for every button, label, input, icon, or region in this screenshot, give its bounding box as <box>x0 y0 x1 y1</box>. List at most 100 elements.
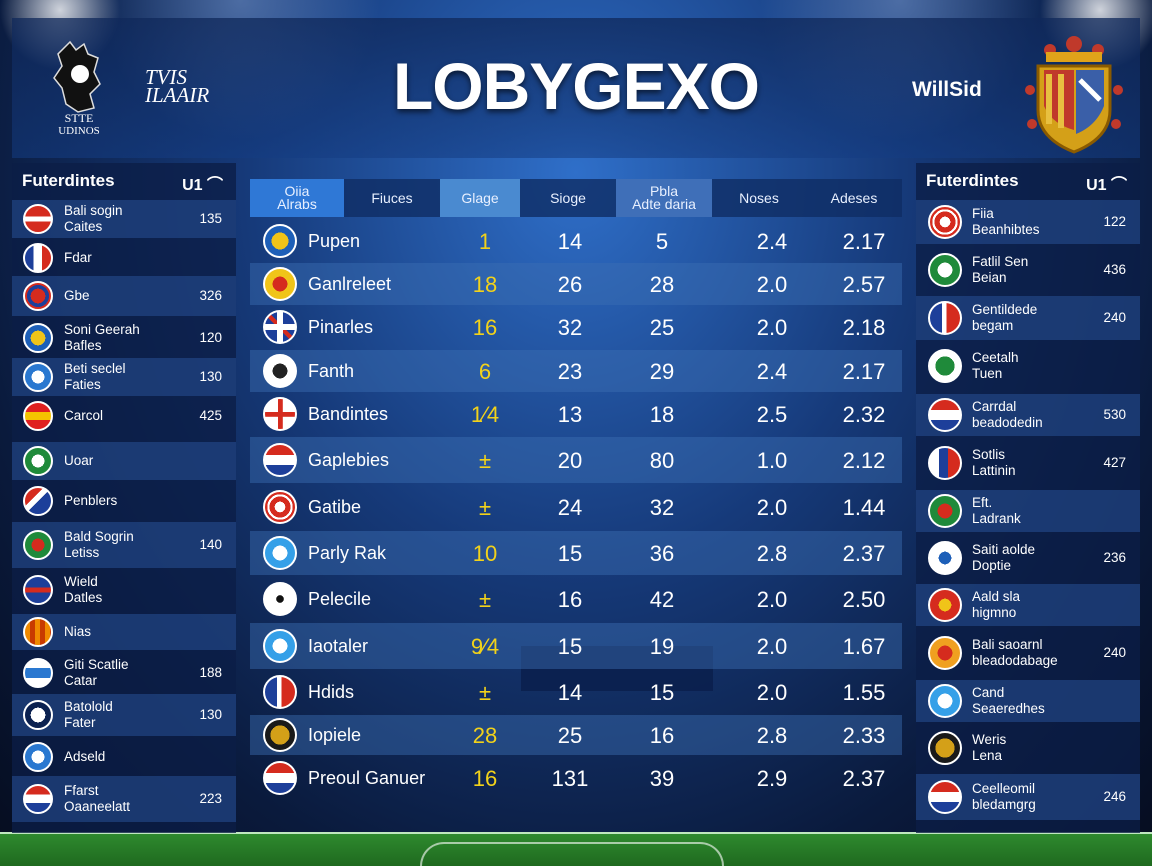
stat-cell-c2: 24 <box>557 494 583 520</box>
right-panel-value: 530 <box>1103 407 1126 422</box>
stat-cell-c1: ± <box>478 679 492 705</box>
team-badge-icon <box>263 629 297 663</box>
right-panel-team-name: Saiti aolde Doptie <box>972 542 1036 573</box>
team-badge-icon <box>23 281 53 311</box>
left-panel-team-name: Adseld <box>64 749 106 764</box>
stat-cell-c5: 2.50 <box>842 586 886 612</box>
stat-cell-c3: 42 <box>649 586 675 612</box>
left-panel-row[interactable]: Wield Datles <box>12 568 236 612</box>
left-panel-toggle[interactable]: U1 ⌒ <box>182 177 223 194</box>
table-row[interactable]: Iaotaler 9⁄4 15 19 2.0 1.67 <box>250 623 902 669</box>
left-panel-row[interactable]: Uoar <box>12 442 236 480</box>
stat-cell-c4: 2.0 <box>756 679 788 705</box>
column-header[interactable]: Oiia Alrabs <box>250 179 344 217</box>
column-header[interactable]: Fiuces <box>371 189 413 206</box>
table-row[interactable]: Pupen 1 14 5 2.4 2.17 <box>250 220 902 262</box>
table-row[interactable]: Iopiele 28 25 16 2.8 2.33 <box>250 715 902 755</box>
left-panel-row[interactable]: Carcol 425 <box>12 398 236 434</box>
left-panel-row[interactable]: Bali sogin Caites 135 <box>12 200 236 238</box>
right-panel-row[interactable]: Fatlil Sen Beian 436 <box>916 248 1140 292</box>
right-panel-row[interactable]: Aald sla higmno <box>916 584 1140 626</box>
right-panel-row[interactable]: Ceelleomil bledamgrg 246 <box>916 774 1140 820</box>
left-panel-row[interactable]: Ffarst Oaaneelatt 223 <box>12 776 236 822</box>
stat-cell-c1: ± <box>478 494 492 520</box>
stat-cell-c1: 1⁄4 <box>470 401 500 427</box>
right-brand: WillSid <box>912 78 982 101</box>
left-panel-row[interactable]: Bald Sogrin Letiss 140 <box>12 522 236 568</box>
team-badge-icon <box>928 301 962 335</box>
stat-cell-c3: 32 <box>649 494 675 520</box>
right-standings-panel: Futerdintes U1 ⌒ Fiia Beanhibtes 122 Fatli… <box>916 163 1140 833</box>
table-row[interactable]: Ganlreleet 18 26 28 2.0 2.57 <box>250 263 902 305</box>
table-row[interactable]: Pelecile ±16 42 2.0 2.50 <box>250 577 902 621</box>
right-panel-value: 240 <box>1103 645 1126 660</box>
column-header[interactable]: Adeses <box>830 189 878 206</box>
table-row[interactable]: Preoul Ganuer 16 131 39 2.9 2.37 <box>250 757 902 799</box>
table-row[interactable]: Hdids ±14 15 2.0 1.55 <box>250 671 902 713</box>
stat-cell-c3: 80 <box>649 447 675 473</box>
stat-cell-c4: 2.8 <box>756 540 788 566</box>
left-panel-row[interactable]: Batolold Fater 130 <box>12 694 236 736</box>
right-panel-row[interactable]: Saiti aolde Doptie 236 <box>916 536 1140 580</box>
left-panel-value: 223 <box>199 791 222 806</box>
left-standings-panel: Futerdintes U1 ⌒ Bali sogin Caites 135 Fda… <box>12 163 236 833</box>
left-panel-row[interactable]: Adseld <box>12 738 236 776</box>
right-panel-row[interactable]: Gentildede begam 240 <box>916 296 1140 340</box>
column-header[interactable]: Pbla Adte daria <box>616 179 712 217</box>
table-row[interactable]: Gatibe ±24 32 2.0 1.44 <box>250 485 902 529</box>
team-badge-icon <box>23 658 53 688</box>
left-panel-team-name: Carcol <box>64 408 104 423</box>
right-panel-team-name: Sotlis Lattinin <box>972 447 1016 478</box>
right-panel-team-name: Carrdal beadodedin <box>972 399 1043 430</box>
team-badge-icon <box>263 354 297 388</box>
left-panel-row[interactable]: Beti seclel Faties 130 <box>12 358 236 396</box>
table-row[interactable]: Bandintes 1⁄4 13 18 2.5 2.32 <box>250 393 902 435</box>
right-panel-toggle[interactable]: U1 ⌒ <box>1086 177 1127 194</box>
column-header[interactable]: Sioge <box>550 189 586 206</box>
stat-cell-c4: 2.0 <box>756 586 788 612</box>
column-header[interactable]: Noses <box>739 189 779 206</box>
left-panel-row[interactable]: Soni Geerah Bafles 120 <box>12 318 236 358</box>
stat-cell-c3: 5 <box>655 228 669 254</box>
right-panel-row[interactable]: Ceetalh Tuen <box>916 344 1140 388</box>
right-panel-row[interactable]: Fiia Beanhibtes 122 <box>916 200 1140 244</box>
table-row[interactable]: Fanth 6 23 29 2.4 2.17 <box>250 350 902 392</box>
left-panel-header: Futerdintes U1 ⌒ <box>22 171 227 195</box>
stat-cell-c5: 2.18 <box>842 314 886 340</box>
stat-cell-c3: 15 <box>649 679 675 705</box>
team-badge-icon <box>263 582 297 616</box>
left-panel-row[interactable]: Giti Scatlie Catar 188 <box>12 652 236 694</box>
right-panel-row[interactable]: Sotlis Lattinin 427 <box>916 440 1140 486</box>
column-header[interactable]: Glage <box>440 179 520 217</box>
team-badge-icon <box>263 675 297 709</box>
table-row[interactable]: Parly Rak 10 15 36 2.8 2.37 <box>250 531 902 575</box>
team-badge-icon <box>263 397 297 431</box>
table-row[interactable]: Gaplebies ±20 80 1.0 2.12 <box>250 437 902 483</box>
stat-cell-c1: 28 <box>472 722 498 748</box>
right-panel-row[interactable]: Cand Seaeredhes <box>916 680 1140 722</box>
right-panel-row[interactable]: Eft. Ladrank <box>916 490 1140 532</box>
right-panel-row[interactable]: Weris Lena <box>916 726 1140 770</box>
left-panel-row[interactable]: Gbe 326 <box>12 276 236 316</box>
pitch-center-arc <box>420 842 724 866</box>
team-badge-icon <box>23 575 53 605</box>
left-panel-value: 130 <box>199 369 222 384</box>
stat-cell-c2: 26 <box>557 271 583 297</box>
team-badge-icon <box>23 617 53 647</box>
stat-cell-c2: 20 <box>557 447 583 473</box>
team-badge-icon <box>928 205 962 239</box>
left-panel-team-name: Uoar <box>64 453 94 468</box>
left-brand-line1: TVIS <box>145 65 187 89</box>
left-panel-team-name: Bald Sogrin Letiss <box>64 529 134 560</box>
stat-cell-c3: 39 <box>649 765 675 791</box>
right-panel-row[interactable]: Bali saoarnl bleadodabage 240 <box>916 630 1140 676</box>
left-panel-row[interactable]: Nias <box>12 614 236 650</box>
stat-cell-c3: 29 <box>649 358 675 384</box>
right-panel-team-name: Weris Lena <box>972 732 1007 763</box>
left-panel-team-name: Batolold Fater <box>64 699 113 730</box>
right-panel-row[interactable]: Carrdal beadodedin 530 <box>916 394 1140 436</box>
table-row[interactable]: Pinarles 16 32 25 2.0 2.18 <box>250 306 902 348</box>
left-panel-row[interactable]: Fdar <box>12 240 236 276</box>
team-badge-icon <box>928 349 962 383</box>
left-panel-row[interactable]: Penblers <box>12 482 236 520</box>
